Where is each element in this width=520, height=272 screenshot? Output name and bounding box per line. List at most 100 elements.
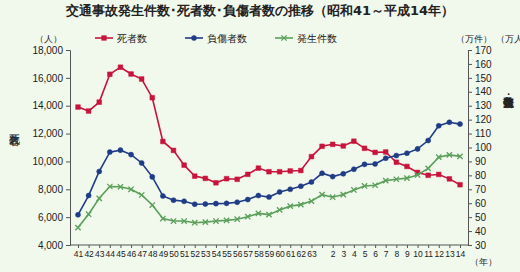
y2-tick-label: 100: [475, 142, 492, 153]
series-marker: [288, 169, 293, 174]
series-marker: [319, 192, 324, 197]
x-tick: 3: [341, 245, 346, 259]
x-tick: 2: [331, 245, 336, 259]
y2-tick: 100: [468, 142, 492, 153]
background: [0, 0, 520, 272]
series-marker: [288, 187, 293, 192]
series-marker: [235, 217, 240, 222]
series-marker: [447, 177, 452, 182]
x-tick-mark: [248, 245, 249, 248]
x-tick-mark: [386, 245, 387, 248]
x-tick-mark: [280, 245, 281, 248]
series-marker: [341, 171, 346, 176]
series-marker: [245, 172, 250, 177]
series-marker: [341, 144, 346, 149]
series-marker: [436, 154, 441, 159]
x-tick: 61: [286, 245, 296, 259]
y-tick-mark: [66, 78, 70, 79]
series-marker: [404, 151, 409, 156]
legend-marker: [281, 35, 286, 40]
series-marker: [341, 192, 346, 197]
series-marker: [107, 184, 112, 189]
series-marker: [436, 123, 441, 128]
series-marker: [129, 72, 134, 77]
series-marker: [362, 146, 367, 151]
y2-tick-label: 150: [475, 73, 492, 84]
y2-tick: 50: [468, 212, 487, 223]
legend-item: 発生件数: [275, 33, 337, 44]
series-marker: [383, 150, 388, 155]
y2-tick-label: 170: [475, 45, 492, 56]
series-marker: [245, 214, 250, 219]
y2-tick: 80: [468, 170, 487, 181]
x-tick-mark: [301, 245, 302, 248]
x-tick-label: 12: [435, 249, 445, 259]
series-marker: [298, 168, 303, 173]
series-marker: [394, 160, 399, 165]
series-marker: [256, 193, 261, 198]
series-marker: [320, 171, 325, 176]
x-tick-mark: [110, 245, 111, 248]
series-marker: [150, 202, 155, 207]
x-tick-label: 48: [148, 249, 158, 259]
y2-tick-mark: [468, 78, 472, 79]
x-tick: 58: [254, 245, 264, 259]
y-tick-label: 6,000: [38, 212, 63, 223]
series-marker: [97, 196, 102, 201]
y-tick: 6,000: [38, 212, 70, 223]
series-marker: [214, 180, 219, 185]
y-tick: 8,000: [38, 184, 70, 195]
y-tick: 16,000: [32, 73, 70, 84]
x-tick: 13: [445, 245, 455, 259]
y2-unit: （万件）: [456, 34, 492, 44]
x-tick-label: 46: [127, 249, 137, 259]
series-marker: [426, 138, 431, 143]
x-tick: 57: [244, 245, 254, 259]
x-tick: 4: [352, 245, 357, 259]
y-tick-mark: [66, 134, 70, 135]
series-marker: [362, 162, 367, 167]
x-tick: 50: [169, 245, 179, 259]
legend-item: 死者数: [95, 33, 147, 44]
x-tick-mark: [354, 245, 355, 248]
y2-tick-label: 40: [475, 226, 487, 237]
series-marker: [245, 197, 250, 202]
y2-tick-label: 130: [475, 100, 492, 111]
x-tick-label: 54: [212, 249, 222, 259]
series-marker: [118, 184, 123, 189]
y2-tick-label: 80: [475, 170, 487, 181]
series-line: [78, 155, 460, 228]
legend-marker: [102, 36, 107, 41]
x-tick-mark: [375, 245, 376, 248]
series-marker: [309, 198, 314, 203]
x-tick-label: 3: [341, 249, 346, 259]
y2-tick-mark: [468, 92, 472, 93]
x-tick: 62: [297, 245, 307, 259]
x-tick: 9: [405, 245, 410, 259]
y2-axis-line: [469, 51, 473, 246]
x-tick-mark: [322, 245, 323, 248]
y-tick-label: 4,000: [38, 240, 63, 251]
x-tick: 8: [394, 245, 399, 259]
x-tick-mark: [460, 245, 461, 248]
legend-label: 死者数: [117, 33, 147, 44]
y-tick-mark: [66, 245, 70, 246]
series-marker: [213, 218, 218, 223]
y-tick-mark: [66, 161, 70, 162]
series-marker: [405, 164, 410, 169]
x-tick-label: 62: [297, 249, 307, 259]
x-tick-label: 51: [180, 249, 190, 259]
x-tick: 12: [435, 245, 445, 259]
x-tick-mark: [396, 245, 397, 248]
x-tick: 46: [127, 245, 137, 259]
x-tick: 5: [363, 245, 368, 259]
y2-tick-mark: [468, 161, 472, 162]
y-unit: （人）: [35, 34, 62, 44]
y2-tick: 30: [468, 240, 487, 251]
series-marker: [266, 212, 271, 217]
x-tick-label: 43: [95, 249, 105, 259]
x-tick-mark: [205, 245, 206, 248]
x-tick-mark: [174, 245, 175, 248]
x-tick-label: 14: [456, 249, 466, 259]
x-tick-label: 45: [116, 249, 126, 259]
